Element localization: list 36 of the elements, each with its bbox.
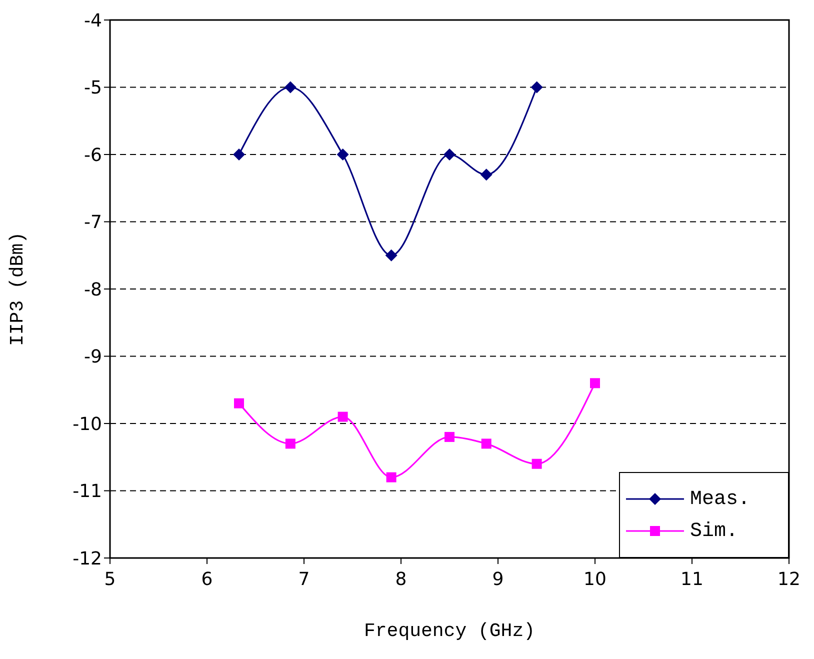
x-tick-label: 11	[680, 568, 704, 590]
x-tick-label: 7	[298, 568, 310, 590]
y-axis-title: IIP3 (dBm)	[6, 232, 29, 346]
point	[480, 168, 492, 181]
point	[444, 148, 456, 160]
y-tick-label: -4	[84, 10, 102, 32]
point	[385, 249, 398, 262]
point	[532, 458, 542, 469]
point	[336, 148, 349, 160]
y-tick-label: -10	[72, 414, 102, 435]
x-axis-title: Frequency (GHz)	[364, 620, 536, 642]
x-tick-label: 6	[201, 568, 213, 590]
y-tick-label: -5	[84, 78, 102, 99]
point	[234, 398, 244, 408]
legend-label: Meas.	[690, 488, 750, 510]
point	[338, 412, 348, 422]
y-tick-label: -8	[84, 279, 102, 300]
y-tick-label: -7	[84, 212, 102, 234]
x-tick-label: 12	[778, 568, 800, 590]
point	[233, 148, 246, 160]
point	[530, 81, 543, 94]
point	[284, 81, 296, 94]
legend-label: Sim.	[690, 520, 738, 542]
y-tick-label: -11	[72, 481, 102, 502]
y-tick-label: -9	[84, 346, 102, 368]
x-tick-label: 8	[395, 568, 407, 590]
point	[481, 438, 492, 449]
x-tick-label: 5	[104, 568, 116, 590]
point	[285, 438, 296, 449]
point	[444, 432, 454, 442]
x-tick-label: 9	[492, 568, 504, 590]
x-tick-label: 10	[584, 568, 606, 590]
point	[386, 472, 396, 482]
y-tick-label: -12	[72, 548, 102, 570]
point	[590, 378, 600, 388]
y-tick-label: -6	[84, 144, 102, 166]
